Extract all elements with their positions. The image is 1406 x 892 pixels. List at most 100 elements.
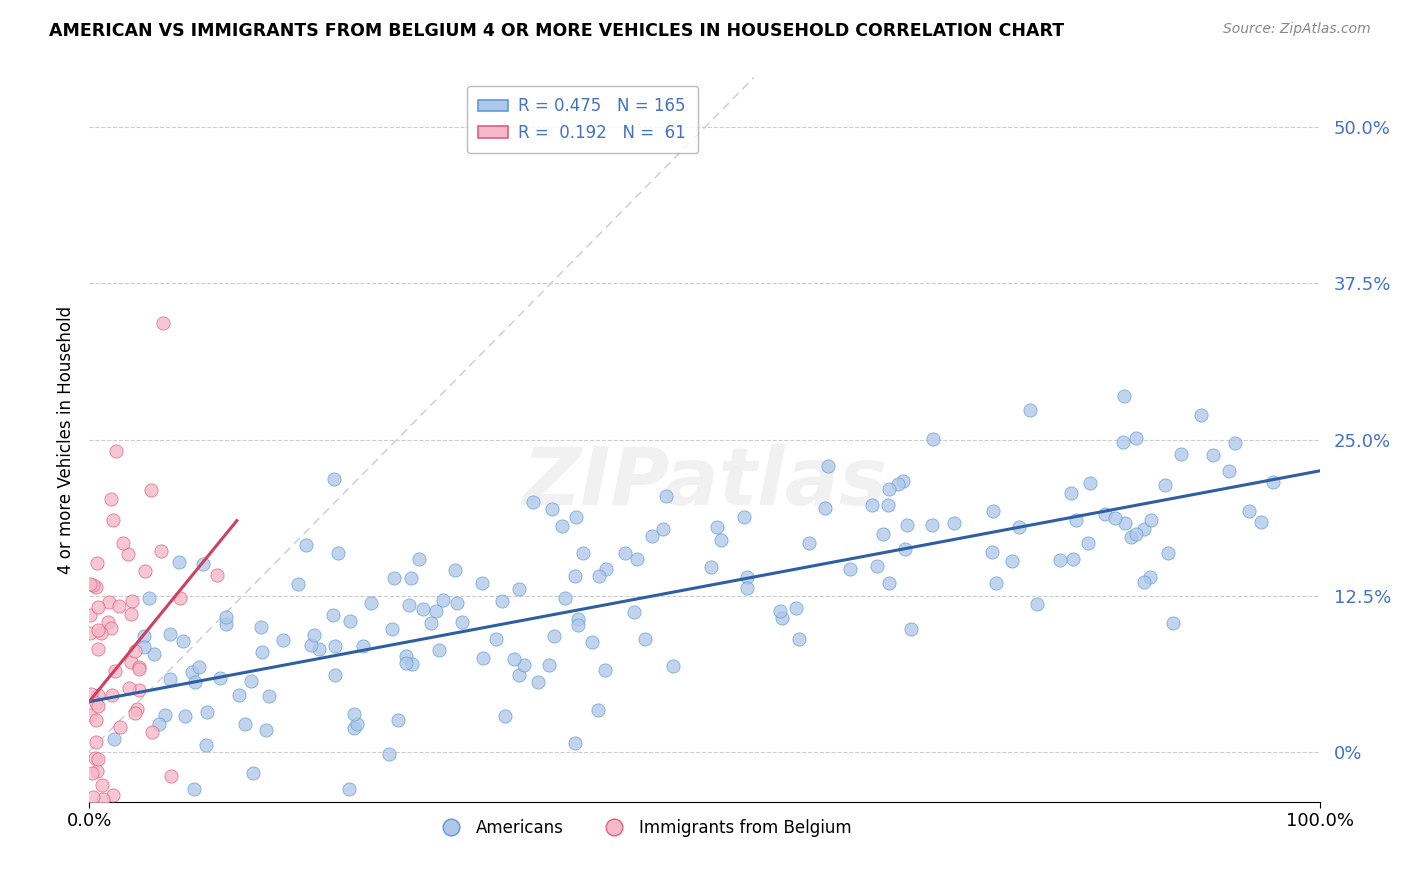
Point bbox=[205, 568, 228, 582]
Point bbox=[328, 546, 350, 560]
Point bbox=[195, 705, 218, 719]
Point bbox=[323, 639, 346, 653]
Point bbox=[891, 474, 914, 488]
Point bbox=[111, 807, 134, 822]
Point bbox=[540, 502, 562, 516]
Point bbox=[543, 629, 565, 643]
Point bbox=[149, 544, 172, 558]
Point bbox=[1157, 545, 1180, 559]
Point bbox=[1007, 520, 1029, 534]
Point bbox=[1119, 530, 1142, 544]
Point bbox=[160, 769, 183, 783]
Point bbox=[103, 513, 125, 527]
Point bbox=[254, 723, 277, 738]
Point bbox=[787, 632, 810, 646]
Point bbox=[105, 443, 128, 458]
Point bbox=[1263, 475, 1285, 489]
Point bbox=[432, 593, 454, 607]
Point bbox=[399, 571, 422, 585]
Point bbox=[491, 594, 513, 608]
Point bbox=[564, 569, 586, 583]
Point bbox=[121, 594, 143, 608]
Point bbox=[564, 736, 586, 750]
Point bbox=[700, 559, 723, 574]
Point bbox=[120, 607, 142, 622]
Point bbox=[343, 706, 366, 721]
Point bbox=[343, 721, 366, 735]
Point bbox=[581, 634, 603, 648]
Point bbox=[1026, 597, 1049, 611]
Point bbox=[640, 529, 662, 543]
Point bbox=[737, 582, 759, 596]
Point bbox=[877, 575, 900, 590]
Point bbox=[1223, 435, 1246, 450]
Point bbox=[79, 626, 101, 640]
Point bbox=[735, 570, 758, 584]
Point bbox=[522, 495, 544, 509]
Point bbox=[169, 555, 191, 569]
Point bbox=[240, 673, 263, 688]
Point bbox=[124, 644, 146, 658]
Point bbox=[215, 610, 238, 624]
Point bbox=[1062, 552, 1084, 566]
Point bbox=[983, 504, 1005, 518]
Point bbox=[1161, 615, 1184, 630]
Point bbox=[381, 623, 404, 637]
Point bbox=[103, 731, 125, 746]
Point bbox=[108, 720, 131, 734]
Point bbox=[508, 582, 530, 596]
Point bbox=[271, 632, 294, 647]
Point bbox=[87, 641, 110, 656]
Point bbox=[900, 622, 922, 636]
Point bbox=[141, 725, 163, 739]
Point bbox=[921, 518, 943, 533]
Point bbox=[117, 547, 139, 561]
Point bbox=[187, 660, 209, 674]
Point bbox=[942, 516, 965, 530]
Point bbox=[1112, 435, 1135, 450]
Point bbox=[626, 552, 648, 566]
Point bbox=[82, 577, 104, 591]
Point bbox=[82, 789, 104, 804]
Point bbox=[595, 561, 617, 575]
Point bbox=[860, 498, 883, 512]
Point bbox=[346, 717, 368, 731]
Point bbox=[984, 576, 1007, 591]
Point bbox=[980, 545, 1002, 559]
Point bbox=[394, 656, 416, 670]
Point bbox=[299, 639, 322, 653]
Point bbox=[322, 607, 344, 622]
Point bbox=[508, 668, 530, 682]
Point bbox=[322, 472, 344, 486]
Point bbox=[1125, 431, 1147, 445]
Point bbox=[408, 551, 430, 566]
Point bbox=[877, 483, 900, 497]
Point bbox=[425, 604, 447, 618]
Point bbox=[839, 562, 862, 576]
Point bbox=[360, 596, 382, 610]
Point bbox=[101, 689, 124, 703]
Point bbox=[86, 764, 108, 778]
Point bbox=[565, 510, 588, 524]
Text: Source: ZipAtlas.com: Source: ZipAtlas.com bbox=[1223, 22, 1371, 37]
Point bbox=[921, 433, 943, 447]
Point bbox=[623, 605, 645, 619]
Point bbox=[87, 600, 110, 615]
Point bbox=[148, 717, 170, 731]
Point bbox=[100, 620, 122, 634]
Point bbox=[91, 792, 114, 806]
Point bbox=[257, 689, 280, 703]
Point bbox=[124, 706, 146, 720]
Point bbox=[1077, 535, 1099, 549]
Point bbox=[79, 607, 101, 622]
Point bbox=[586, 703, 609, 717]
Point bbox=[136, 807, 159, 822]
Point bbox=[97, 595, 120, 609]
Point bbox=[84, 580, 107, 594]
Point bbox=[302, 628, 325, 642]
Point bbox=[1133, 574, 1156, 589]
Y-axis label: 4 or more Vehicles in Household: 4 or more Vehicles in Household bbox=[58, 305, 75, 574]
Point bbox=[1201, 448, 1223, 462]
Point bbox=[104, 664, 127, 678]
Point bbox=[86, 556, 108, 570]
